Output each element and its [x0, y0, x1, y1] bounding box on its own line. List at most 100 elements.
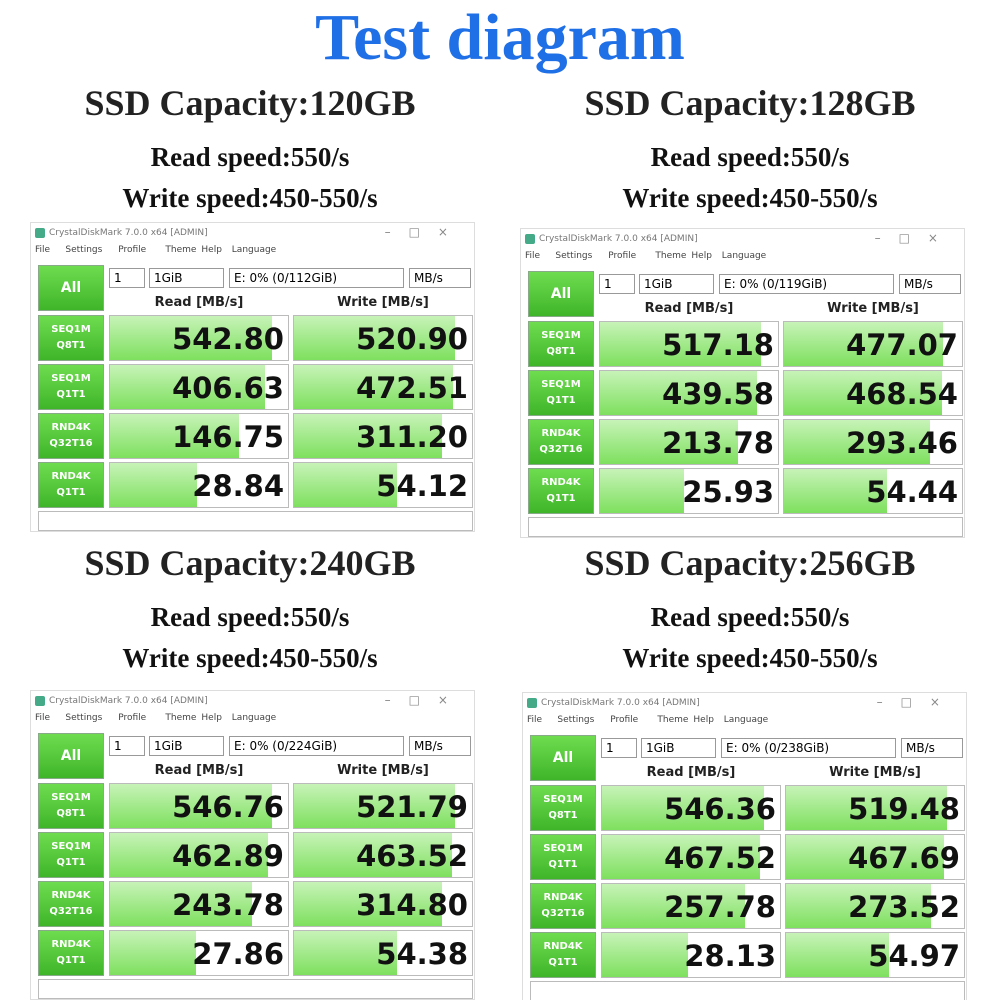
- write-cell: 520.90: [293, 315, 473, 361]
- speed-bar: [602, 933, 688, 977]
- read-cell: 439.58: [599, 370, 779, 416]
- size-dropdown[interactable]: 1GiB: [639, 274, 714, 294]
- test-label: SEQ1M Q8T1: [530, 785, 596, 831]
- test-label: SEQ1M Q1T1: [38, 832, 104, 878]
- test-name: SEQ1M: [541, 379, 581, 390]
- write-value: 54.44: [866, 475, 958, 509]
- speed-bar: [600, 322, 761, 366]
- count-dropdown[interactable]: 1: [109, 268, 145, 288]
- test-name: Q1T1: [56, 857, 86, 868]
- menu-item[interactable]: File: [527, 715, 543, 725]
- test-label: SEQ1M Q1T1: [528, 370, 594, 416]
- test-name: SEQ1M: [543, 843, 583, 854]
- menu-item[interactable]: Settings: [557, 715, 595, 725]
- menu-item[interactable]: Help: [201, 245, 222, 255]
- test-name: Q1T1: [548, 859, 578, 870]
- app-icon: [35, 696, 45, 706]
- all-button[interactable]: All: [528, 271, 594, 317]
- test-name: RND4K: [51, 890, 91, 901]
- unit-dropdown[interactable]: MB/s: [899, 274, 961, 294]
- menu-item[interactable]: Settings: [65, 245, 103, 255]
- size-dropdown[interactable]: 1GiB: [641, 738, 716, 758]
- speed-bar: [110, 931, 196, 975]
- write-cell: 314.80: [293, 881, 473, 927]
- menu-item[interactable]: File: [525, 251, 541, 261]
- speed-bar: [600, 469, 684, 513]
- test-name: Q1T1: [546, 395, 576, 406]
- speed-bar: [600, 420, 739, 464]
- capacity-heading: SSD Capacity:120GB: [84, 83, 416, 123]
- read-cell: 213.78: [599, 419, 779, 465]
- all-button[interactable]: All: [530, 735, 596, 781]
- read-header: Read [MB/s]: [154, 763, 244, 778]
- menu-item[interactable]: Theme: [657, 715, 689, 725]
- test-label: RND4K Q1T1: [38, 462, 104, 508]
- drive-dropdown[interactable]: E: 0% (0/112GiB): [229, 268, 404, 288]
- menu-item[interactable]: Help: [691, 251, 712, 261]
- drive-dropdown[interactable]: E: 0% (0/119GiB): [719, 274, 894, 294]
- menu-item[interactable]: Profile: [118, 713, 147, 723]
- speed-bar: [786, 835, 945, 879]
- menu-item[interactable]: Settings: [555, 251, 593, 261]
- menu-item[interactable]: Settings: [65, 713, 103, 723]
- write-cell: 463.52: [293, 832, 473, 878]
- menu-item[interactable]: Help: [201, 713, 222, 723]
- speed-bar: [294, 931, 397, 975]
- speed-bar: [110, 882, 252, 926]
- size-dropdown[interactable]: 1GiB: [149, 268, 224, 288]
- menu-item[interactable]: Theme: [165, 245, 197, 255]
- read-cell: 243.78: [109, 881, 289, 927]
- speed-bar: [110, 414, 239, 458]
- menu-item[interactable]: Language: [721, 251, 767, 261]
- benchmark-window: CrystalDiskMark 7.0.0 x64 [ADMIN] –□× File…: [30, 222, 475, 532]
- count-dropdown[interactable]: 1: [109, 736, 145, 756]
- read-header: Read [MB/s]: [646, 765, 736, 780]
- write-value: 54.12: [376, 469, 468, 503]
- read-speed: Read speed:550/s: [650, 142, 850, 172]
- test-label: SEQ1M Q8T1: [38, 783, 104, 829]
- menu-item[interactable]: Profile: [608, 251, 637, 261]
- drive-dropdown[interactable]: E: 0% (0/224GiB): [229, 736, 404, 756]
- write-cell: 54.12: [293, 462, 473, 508]
- test-name: RND4K: [543, 892, 583, 903]
- unit-dropdown[interactable]: MB/s: [901, 738, 963, 758]
- menu-item[interactable]: File: [35, 713, 51, 723]
- test-name: Q1T1: [56, 955, 86, 966]
- write-speed: Write speed:450-550/s: [622, 643, 878, 673]
- speed-bar: [294, 365, 453, 409]
- write-value: 521.79: [356, 790, 468, 824]
- menu-item[interactable]: Help: [693, 715, 714, 725]
- menu-item[interactable]: File: [35, 245, 51, 255]
- menu-item[interactable]: Theme: [655, 251, 687, 261]
- drive-dropdown[interactable]: E: 0% (0/238GiB): [721, 738, 896, 758]
- menu-item[interactable]: Language: [231, 245, 277, 255]
- write-value: 293.46: [846, 426, 958, 460]
- test-name: RND4K: [51, 939, 91, 950]
- unit-dropdown[interactable]: MB/s: [409, 268, 471, 288]
- count-dropdown[interactable]: 1: [599, 274, 635, 294]
- speed-bar: [784, 322, 943, 366]
- menu-item[interactable]: Theme: [165, 713, 197, 723]
- write-speed: Write speed:450-550/s: [122, 183, 378, 213]
- speed-bar: [294, 463, 397, 507]
- read-value: 517.18: [662, 328, 774, 362]
- size-dropdown[interactable]: 1GiB: [149, 736, 224, 756]
- write-cell: 311.20: [293, 413, 473, 459]
- test-label: RND4K Q1T1: [530, 932, 596, 978]
- read-value: 546.76: [172, 790, 284, 824]
- read-value: 243.78: [172, 888, 284, 922]
- speed-bar: [600, 371, 757, 415]
- menu-item[interactable]: Language: [723, 715, 769, 725]
- menu-item[interactable]: Language: [231, 713, 277, 723]
- menu-item[interactable]: Profile: [118, 245, 147, 255]
- write-cell: 54.97: [785, 932, 965, 978]
- all-button[interactable]: All: [38, 265, 104, 311]
- test-name: SEQ1M: [51, 841, 91, 852]
- speed-bar: [294, 784, 456, 828]
- menu-item[interactable]: Profile: [610, 715, 639, 725]
- read-cell: 546.36: [601, 785, 781, 831]
- all-button[interactable]: All: [38, 733, 104, 779]
- read-cell: 257.78: [601, 883, 781, 929]
- unit-dropdown[interactable]: MB/s: [409, 736, 471, 756]
- count-dropdown[interactable]: 1: [601, 738, 637, 758]
